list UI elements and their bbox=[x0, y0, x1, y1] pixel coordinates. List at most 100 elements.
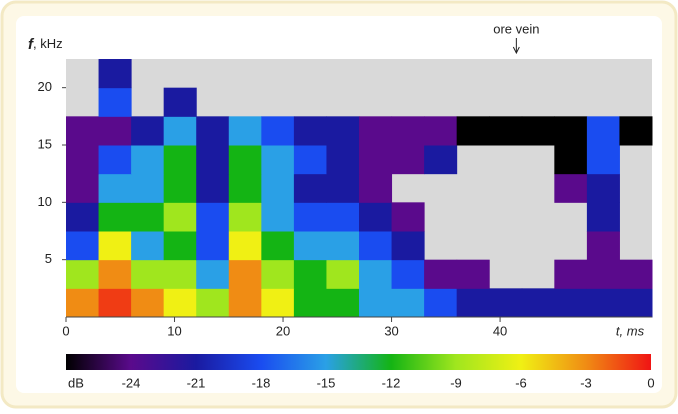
heat-cell bbox=[261, 288, 295, 318]
heat-cell bbox=[391, 145, 425, 175]
heat-cell bbox=[131, 145, 165, 175]
heat-cell bbox=[326, 202, 360, 232]
heat-cell bbox=[66, 259, 100, 289]
heat-cell bbox=[521, 288, 555, 318]
heat-cell bbox=[131, 173, 165, 203]
heat-cell bbox=[456, 116, 490, 146]
heat-cell bbox=[98, 259, 132, 289]
heat-cell bbox=[293, 231, 327, 261]
heat-cell bbox=[66, 202, 100, 232]
heat-cell bbox=[131, 259, 165, 289]
y-tick-label: 15 bbox=[38, 136, 52, 151]
heat-cell bbox=[554, 259, 588, 289]
x-tick-label: 0 bbox=[62, 323, 69, 338]
colorbar-tick-label: -24 bbox=[122, 375, 141, 390]
heat-cell bbox=[98, 59, 132, 89]
heat-cell bbox=[163, 231, 197, 261]
heat-cell bbox=[228, 116, 262, 146]
heat-cell bbox=[98, 145, 132, 175]
heat-cell bbox=[554, 173, 588, 203]
heat-cell bbox=[293, 173, 327, 203]
colorbar-tick-label: -12 bbox=[382, 375, 401, 390]
heat-cell bbox=[359, 231, 393, 261]
heat-cell bbox=[196, 116, 230, 146]
heat-cell bbox=[586, 288, 620, 318]
heat-cell bbox=[586, 231, 620, 261]
heat-cell bbox=[163, 145, 197, 175]
heat-cell bbox=[131, 231, 165, 261]
heat-cell bbox=[261, 116, 295, 146]
annotation: ore vein bbox=[493, 21, 539, 36]
heat-cell bbox=[293, 202, 327, 232]
heat-cell bbox=[326, 288, 360, 318]
heat-cell bbox=[326, 145, 360, 175]
heat-cell bbox=[424, 145, 458, 175]
heat-cell bbox=[98, 173, 132, 203]
colorbar-tick-label: -3 bbox=[580, 375, 592, 390]
heat-cell bbox=[228, 259, 262, 289]
heat-cell bbox=[163, 87, 197, 117]
heat-cell bbox=[98, 202, 132, 232]
heat-cell bbox=[66, 116, 100, 146]
heat-cell bbox=[66, 288, 100, 318]
heat-cell bbox=[163, 116, 197, 146]
heat-cell bbox=[228, 173, 262, 203]
heat-cell bbox=[359, 116, 393, 146]
heat-cell bbox=[131, 116, 165, 146]
heat-cell bbox=[489, 288, 523, 318]
heat-cell bbox=[521, 116, 555, 146]
heat-cell bbox=[619, 259, 653, 289]
heat-cell bbox=[391, 259, 425, 289]
heat-cell bbox=[326, 231, 360, 261]
heat-cell bbox=[228, 145, 262, 175]
heat-cell bbox=[586, 259, 620, 289]
y-tick-label: 20 bbox=[38, 79, 52, 94]
heat-cell bbox=[261, 231, 295, 261]
heat-cell bbox=[228, 202, 262, 232]
heat-cell bbox=[586, 202, 620, 232]
x-tick-label: 20 bbox=[276, 323, 290, 338]
heat-cell bbox=[98, 87, 132, 117]
heat-cell bbox=[131, 202, 165, 232]
heat-cell bbox=[131, 288, 165, 318]
heat-cell bbox=[228, 288, 262, 318]
heat-cell bbox=[98, 116, 132, 146]
colorbar bbox=[66, 354, 651, 370]
heat-cell bbox=[619, 116, 653, 146]
heat-cell bbox=[391, 202, 425, 232]
heat-cell bbox=[98, 231, 132, 261]
colorbar-tick-label: -9 bbox=[450, 375, 462, 390]
heat-cell bbox=[66, 173, 100, 203]
heat-cell bbox=[261, 202, 295, 232]
colorbar-tick-label: 0 bbox=[647, 375, 654, 390]
heat-cell bbox=[424, 288, 458, 318]
heat-cell bbox=[359, 259, 393, 289]
heat-cell bbox=[98, 288, 132, 318]
heat-cell bbox=[163, 173, 197, 203]
heat-cell bbox=[163, 259, 197, 289]
colorbar-tick-label: -15 bbox=[317, 375, 336, 390]
heat-cell bbox=[293, 116, 327, 146]
heat-cell bbox=[293, 145, 327, 175]
heat-cell bbox=[424, 259, 458, 289]
colorbar-tick-label: -18 bbox=[252, 375, 271, 390]
heat-cell bbox=[196, 173, 230, 203]
heat-cell bbox=[326, 173, 360, 203]
heat-cell bbox=[424, 116, 458, 146]
heat-cell bbox=[554, 145, 588, 175]
heat-cell bbox=[261, 173, 295, 203]
heat-cell bbox=[196, 231, 230, 261]
heat-cell bbox=[391, 231, 425, 261]
heat-cell bbox=[456, 288, 490, 318]
x-axis-label: t, ms bbox=[616, 323, 645, 338]
heat-cell bbox=[326, 116, 360, 146]
heat-cell bbox=[293, 288, 327, 318]
colorbar-tick-label: -6 bbox=[515, 375, 527, 390]
colorbar-tick-label: -21 bbox=[187, 375, 206, 390]
y-label-unit: , kHz bbox=[33, 36, 63, 51]
heat-cell bbox=[196, 145, 230, 175]
y-axis-label: f, kHz bbox=[28, 36, 63, 53]
heat-cell bbox=[196, 259, 230, 289]
annotation-arrowhead bbox=[512, 46, 520, 55]
